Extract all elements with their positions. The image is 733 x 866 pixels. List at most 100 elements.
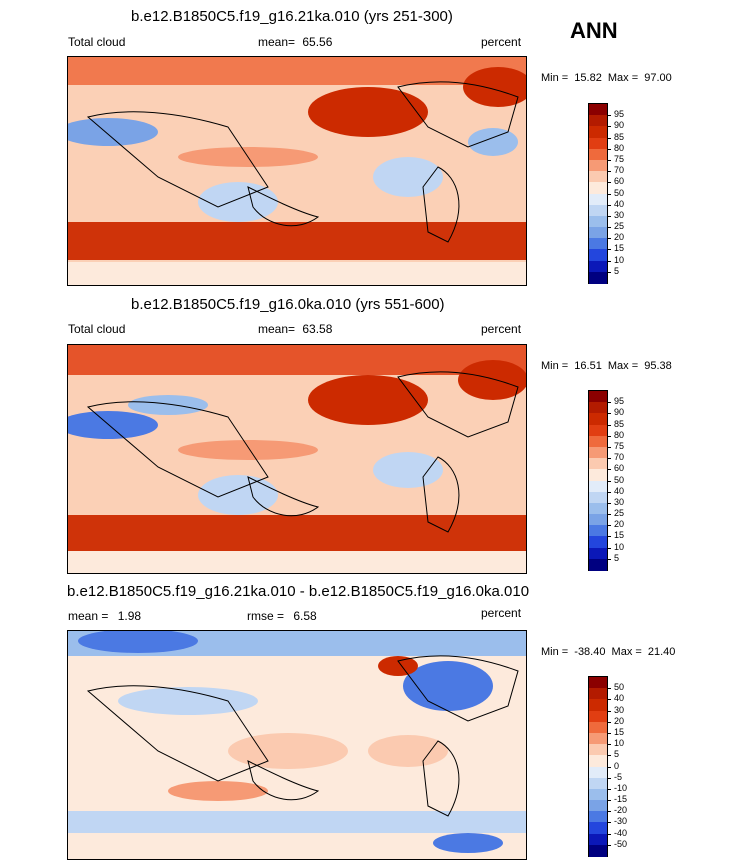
panel-1-colorbar-tick-9 [608,215,611,217]
panel-1-mean-value: 65.56 [302,35,333,49]
panel-3-colorbar-label-8: -5 [614,771,623,782]
panel-1-colorbar-label-9: 30 [614,209,625,220]
panel-2-max-label: Max = [607,360,639,372]
panel-1-colorbar-label-14: 5 [614,265,620,276]
panel-3-colorbar-swatch-1 [589,688,607,700]
panel-2-map [67,344,527,574]
panel-2-colorbar-label-12: 15 [614,530,625,541]
panel-1-colorbar-tick-7 [608,193,611,195]
panel-3-min-label: Min = [541,646,569,658]
panel-1-colorbar-tick-6 [608,182,611,184]
panel-1-colorbar-label-7: 50 [614,187,625,198]
panel-3-colorbar-label-0: 50 [614,682,625,693]
panel-3-colorbar-tick-4 [608,732,611,734]
panel-2-colorbar-tick-1 [608,413,611,415]
panel-1-colorbar-tick-8 [608,204,611,206]
panel-1-colorbar-swatch-10 [589,215,607,228]
panel-1-colorbar-swatch-15 [589,271,607,284]
panel-3-max-label: Max = [611,646,642,658]
panel-3-map-svg [68,631,526,859]
panel-2-colorbar-swatch-2 [589,413,607,426]
panel-3-colorbar-label-3: 20 [614,715,625,726]
panel-2-minmax: Min = 16.51 Max = 95.38 [541,360,672,372]
panel-2-min-label: Min = [541,360,569,372]
panel-2-colorbar-label-11: 20 [614,519,625,530]
panel-2-colorbar-swatch-14 [589,547,607,560]
panel-2-variable-label: Total cloud [68,322,126,336]
panel-3-colorbar-swatch-4 [589,721,607,734]
panel-2-colorbar-swatch-4 [589,435,607,448]
panel-3-colorbar-tick-9 [608,788,611,790]
panel-3-colorbar-tick-0 [608,688,611,690]
panel-2-colorbar-tick-0 [608,402,611,404]
panel-3-min-value: -38.40 [574,646,606,658]
panel-1-colorbar-swatch-12 [589,238,607,250]
season-label: ANN [570,18,618,43]
panel-3-colorbar-swatch-2 [589,699,607,712]
panel-2-max-value: 95.38 [644,360,672,372]
panel-2-colorbar-label-7: 50 [614,474,625,485]
panel-2-colorbar-swatch-6 [589,458,607,470]
panel-3-colorbar-tick-6 [608,755,611,757]
panel-1-colorbar-label-13: 10 [614,254,625,265]
panel-3-colorbar-swatch-9 [589,777,607,790]
panel-1-colorbar-tick-3 [608,148,611,150]
panel-1-colorbar-swatch-1 [589,115,607,127]
panel-1-colorbar-tick-2 [608,137,611,139]
panel-1-colorbar-swatch-14 [589,260,607,273]
panel-2-title: b.e12.B1850C5.f19_g16.0ka.010 (yrs 551-6… [131,296,445,313]
panel-3-colorbar-label-4: 15 [614,726,625,737]
panel-1-units: percent [481,35,522,49]
panel-3-colorbar-swatch-12 [589,811,607,823]
panel-2-mean-value: 63.58 [302,322,333,336]
panel-3-colorbar-label-12: -30 [614,816,628,827]
panel-3-colorbar-swatch-10 [589,788,607,801]
panel-1-colorbar-label-3: 80 [614,142,625,153]
panel-2-colorbar-label-0: 95 [614,396,625,407]
panel-1-colorbar-swatch-5 [589,159,607,172]
panel-2-colorbar-tick-12 [608,536,611,538]
panel-2-colorbar-label-8: 40 [614,485,625,496]
panel-3-colorbar-label-13: -40 [614,827,628,838]
panel-1-colorbar-tick-1 [608,126,611,128]
panel-2-colorbar-label-13: 10 [614,541,625,552]
panel-1-colorbar-swatch-3 [589,137,607,150]
panel-1-colorbar-swatch-0 [589,104,607,116]
panel-1-colorbar [588,103,608,284]
panel-1-map [67,56,527,286]
panel-1-variable-label: Total cloud [68,35,126,49]
panel-3-rmse: rmse = 6.58 [247,609,317,623]
panel-2-colorbar-tick-7 [608,480,611,482]
panel-2-colorbar-swatch-5 [589,446,607,459]
panel-1-max-label: Max = [607,72,639,84]
panel-3-colorbar-label-2: 30 [614,704,625,715]
panel-3-colorbar-tick-1 [608,699,611,701]
panel-2-colorbar-tick-11 [608,525,611,527]
panel-2-colorbar-swatch-12 [589,525,607,537]
panel-1-colorbar-tick-10 [608,227,611,229]
panel-1-map-svg [68,57,526,285]
panel-3-colorbar-swatch-0 [589,677,607,689]
panel-3-colorbar-tick-14 [608,844,611,846]
panel-1-min-label: Min = [541,72,569,84]
panel-1-min-value: 15.82 [574,72,602,84]
panel-2-colorbar-tick-5 [608,458,611,460]
panel-3-colorbar-label-6: 5 [614,749,620,760]
panel-3-colorbar-tick-7 [608,766,611,768]
panel-1-colorbar-label-11: 20 [614,232,625,243]
panel-1-colorbar-swatch-11 [589,227,607,239]
panel-3-rmse-label: rmse = [247,609,285,623]
panel-3-colorbar-swatch-13 [589,822,607,835]
panel-3-mean-value: 1.98 [117,609,142,623]
panel-2-colorbar-swatch-15 [589,558,607,571]
panel-2-colorbar-label-14: 5 [614,552,620,563]
panel-3-colorbar-label-11: -20 [614,805,628,816]
panel-2-colorbar-tick-6 [608,469,611,471]
panel-3-title: b.e12.B1850C5.f19_g16.21ka.010 - b.e12.B… [67,583,530,600]
panel-2-colorbar-swatch-13 [589,536,607,549]
panel-1-colorbar-label-2: 85 [614,131,625,142]
panel-1-colorbar-label-4: 75 [614,153,625,164]
panel-3-colorbar-label-9: -10 [614,782,628,793]
panel-2-colorbar-swatch-11 [589,514,607,526]
panel-3-colorbar-swatch-14 [589,833,607,846]
